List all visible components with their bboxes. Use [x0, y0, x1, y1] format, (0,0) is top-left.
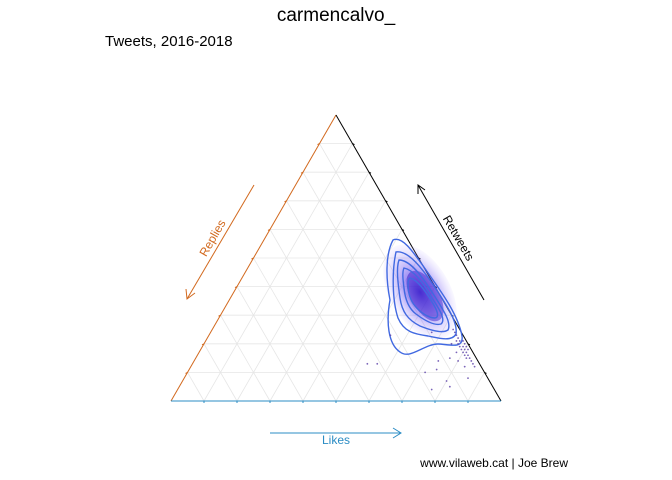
replies-axis-label: Replies [196, 217, 228, 259]
tweet-point [445, 380, 448, 382]
gridline-likes [203, 143, 353, 402]
replies-tick [218, 314, 221, 317]
gridline-replies [187, 372, 205, 402]
tweet-point [462, 351, 464, 354]
tweet-point [450, 342, 453, 345]
tweet-point [448, 357, 451, 359]
tweet-point [437, 360, 440, 362]
chart-subtitle: Tweets, 2016-2018 [105, 33, 233, 50]
replies-arrow [185, 184, 255, 300]
density-contours [386, 238, 463, 355]
tweet-point [435, 368, 438, 371]
replies-tick [317, 143, 320, 146]
tweet-point [457, 337, 459, 339]
replies-tick [201, 343, 205, 346]
chart-caption: www.vilaweb.cat | Joe Brew [420, 456, 568, 470]
gridline-replies [203, 343, 238, 402]
density-fill [383, 244, 457, 340]
retweets-tick [385, 200, 388, 203]
tweet-point [448, 385, 451, 388]
contour-2 [392, 251, 457, 340]
retweets-tick [484, 371, 487, 374]
chart-title: carmencalvo_ [276, 5, 396, 26]
likes-arrow [270, 427, 402, 439]
gridline-likes [467, 372, 485, 402]
tweet-point [458, 340, 461, 342]
retweets-arrow [417, 184, 485, 301]
tweet-point [465, 357, 468, 359]
tweet-point [468, 357, 471, 359]
gridline-likes [434, 343, 469, 402]
tweet-point [472, 362, 474, 365]
replies-tick [284, 200, 287, 203]
tweet-point [463, 342, 466, 345]
replies-tick [234, 286, 238, 289]
tweet-point [424, 371, 426, 374]
contour-4 [402, 267, 444, 326]
contour-5 [407, 277, 439, 319]
tweet-point [457, 360, 459, 362]
tweet-point [460, 348, 463, 351]
tweet-point [376, 362, 379, 365]
replies-tick [251, 257, 254, 260]
gridline-replies [236, 286, 304, 402]
tweet-point [453, 331, 456, 334]
tweet-point [458, 345, 461, 348]
tweet-point [463, 365, 466, 368]
gridline-replies [220, 315, 271, 402]
tweet-point [462, 345, 464, 348]
tweet-point [430, 331, 433, 334]
tweet-point [470, 360, 473, 362]
gridline-replies [253, 257, 337, 402]
retweets-tick [467, 343, 471, 346]
tweet-point [389, 334, 392, 337]
tweet-points [366, 328, 476, 391]
replies-tick [267, 228, 271, 231]
likes-axis-label: Likes [322, 433, 350, 447]
tweet-point [465, 351, 468, 354]
contour-3 [396, 259, 450, 333]
tweet-point [463, 354, 466, 357]
tweet-point [430, 388, 433, 391]
gridline-replies [286, 200, 403, 402]
tweet-point [455, 334, 458, 337]
tweet-point [463, 348, 466, 351]
replies-tick [185, 371, 188, 374]
tweet-point [465, 345, 468, 348]
tweet-point [455, 351, 458, 354]
tweet-point [473, 365, 476, 368]
retweets-tick [401, 228, 405, 231]
tweet-point [467, 354, 469, 357]
density-core [406, 270, 444, 322]
tweet-point [366, 362, 369, 365]
tweet-point [462, 340, 464, 342]
tweet-point [457, 342, 459, 345]
tweet-point [455, 340, 458, 342]
contour-outer [386, 238, 463, 355]
retweets-tick [368, 171, 372, 174]
density-layer [383, 244, 457, 340]
tweet-point [467, 377, 469, 380]
tweet-point [452, 328, 455, 331]
tweet-point [467, 348, 469, 351]
retweets-tick [352, 143, 355, 146]
gridline-likes [269, 200, 386, 402]
replies-tick [300, 171, 304, 174]
